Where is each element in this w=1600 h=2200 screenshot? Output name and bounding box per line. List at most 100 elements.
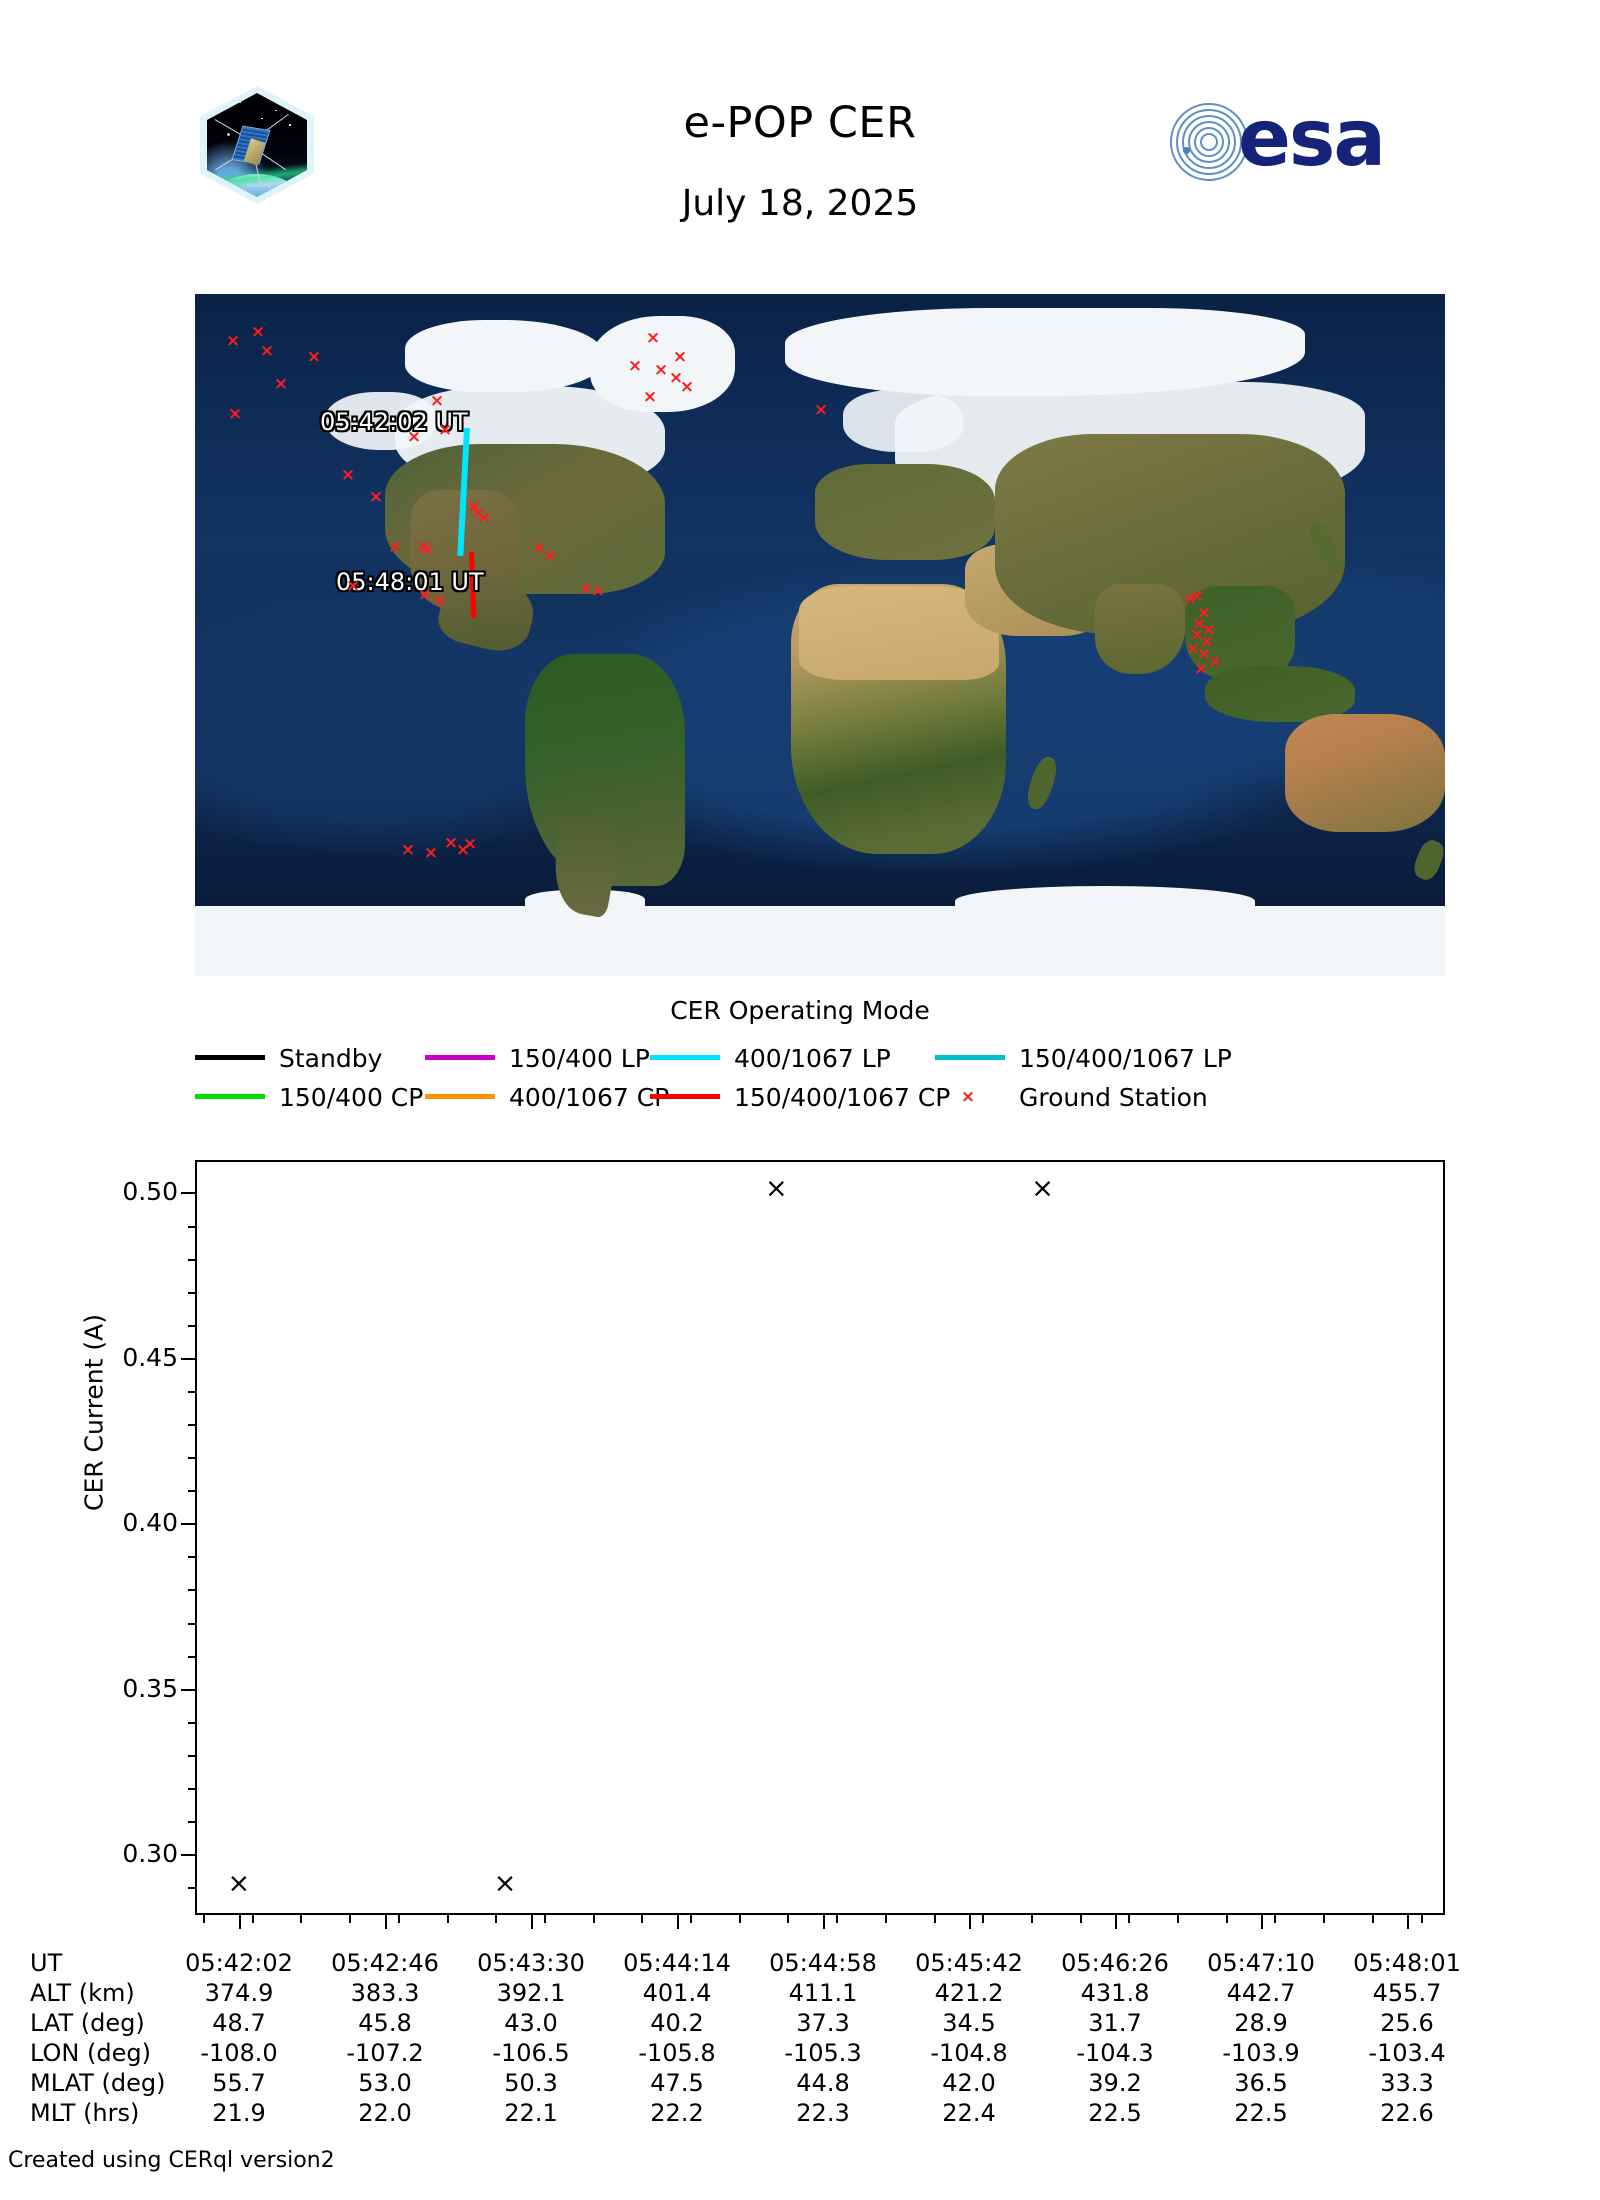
x-axis-minor-tick [1323,1915,1326,1923]
data-point-marker: × [764,1173,788,1205]
antarctica [195,906,1445,976]
legend-item-label: 150/400/1067 CP [734,1083,951,1112]
y-axis-minor-tick [188,1424,195,1427]
table-cell: -106.5 [492,2039,570,2067]
table-row: ALT (km) 374.9 383.3 392.1 401.4 411.1 421.2 43… [0,1978,1600,2008]
legend-item-label: Ground Station [1019,1083,1208,1112]
table-cell: 50.3 [504,2069,558,2097]
ground-station-marker: × [225,330,241,351]
ground-station-marker: × [259,340,275,361]
x-axis-tick [385,1915,387,1929]
india [1095,584,1185,674]
y-axis-minor-tick [188,1754,195,1757]
table-cell: 05:44:58 [769,1949,877,1977]
legend-color-swatch [195,1094,265,1099]
y-axis-minor-tick [188,1556,195,1559]
operating-mode-legend: Standby 150/400 LP 400/1067 LP 150/400/1067… [195,1040,1445,1114]
ground-station-marker: × [423,842,439,863]
legend-color-swatch [425,1094,495,1099]
table-cell: 21.9 [212,2099,266,2127]
table-row: LAT (deg) 48.7 45.8 43.0 40.2 37.3 34.5 31.7 28.… [0,2008,1600,2038]
x-axis-minor-tick [1128,1915,1131,1923]
x-axis-minor-tick [251,1915,254,1923]
cer-current-plot [195,1160,1445,1915]
legend-title: CER Operating Mode [670,996,930,1025]
x-axis-tick [677,1915,679,1929]
table-row: UT 05:42:02 05:42:46 05:43:30 05:44:14 05:44:… [0,1948,1600,1978]
table-cell: 401.4 [642,1979,712,2007]
x-axis-minor-tick [738,1915,741,1923]
ground-station-marker: × [429,390,445,411]
x-axis-minor-tick [1420,1915,1423,1923]
x-axis-minor-tick [1030,1915,1033,1923]
table-cell: 40.2 [650,2009,704,2037]
table-cell: 22.4 [942,2099,996,2127]
legend-item-label: 400/1067 CP [509,1083,670,1112]
track-end-time-label: 05:48:01 UT [336,568,484,596]
ground-station-marker: × [432,590,448,611]
ground-station-marker: × [1207,651,1223,672]
ground-station-marker: × [470,502,486,523]
y-axis-minor-tick [188,1589,195,1592]
logo-caption: CASSIOPE [242,183,272,189]
y-axis-tick-label: 0.35 [122,1673,178,1703]
legend-row: 150/400 CP 400/1067 CP 150/400/1067 CP × Gro… [195,1079,1445,1116]
table-cell: 47.5 [650,2069,704,2097]
legend-row: Standby 150/400 LP 400/1067 LP 150/400/1067… [195,1040,1445,1077]
y-axis-minor-tick [188,1390,195,1393]
table-cell: 22.2 [650,2099,704,2127]
y-axis-tick [181,1357,195,1360]
table-row-label: UT [30,1949,63,1977]
table-cell: 25.6 [1380,2009,1434,2037]
table-cell: -103.9 [1222,2039,1300,2067]
esa-swirl-icon [1168,101,1252,183]
ground-station-marker: × [1199,631,1215,652]
table-cell: 37.3 [796,2009,850,2037]
ground-station-marker: × [1189,624,1205,645]
ground-station-marker: × [462,833,478,854]
x-axis-minor-tick [787,1915,790,1923]
x-axis-minor-tick [495,1915,498,1923]
legend-item-label: 400/1067 LP [734,1044,891,1073]
x-axis-minor-tick [397,1915,400,1923]
x-axis-tick [1261,1915,1263,1929]
y-axis-minor-tick [188,1225,195,1228]
table-row: MLAT (deg) 55.7 53.0 50.3 47.5 44.8 42.0 39.2 36… [0,2068,1600,2098]
ground-station-marker: × [645,327,661,348]
table-cell: 374.9 [204,1979,274,2007]
ground-station-marker: × [443,832,459,853]
x-axis-minor-tick [1225,1915,1228,1923]
y-axis-tick-label: 0.45 [122,1342,178,1372]
table-cell: 05:42:46 [331,1949,439,1977]
legend-color-swatch [650,1055,720,1060]
ground-station-marker: × [437,419,453,440]
table-cell: 05:42:02 [185,1949,293,1977]
arctic-siberia-ice [785,308,1305,396]
x-axis-minor-tick [690,1915,692,1923]
y-axis-minor-tick [188,1721,195,1724]
y-axis-tick-label: 0.50 [122,1177,178,1207]
table-cell: -104.3 [1076,2039,1154,2067]
y-axis-minor-tick [188,1787,195,1790]
y-axis-minor-tick [188,1258,195,1261]
legend-item-label: Standby [279,1044,383,1073]
x-axis-minor-tick [349,1915,352,1923]
x-axis-minor-tick [884,1915,887,1923]
ground-station-marker: × [1196,643,1212,664]
ground-station-marker: × [1191,613,1207,634]
ground-station-marker: × [415,536,431,557]
x-axis-minor-tick [592,1915,595,1923]
ground-station-marker: × [250,321,266,342]
table-row: MLT (hrs) 21.9 22.0 22.1 22.2 22.3 22.4 22.5 22.… [0,2098,1600,2128]
esa-wordmark: esa [1238,94,1386,184]
antarctica-bulge [955,886,1255,916]
table-cell: 33.3 [1380,2069,1434,2097]
ground-station-marker: × [368,486,384,507]
table-cell: 421.2 [934,1979,1004,2007]
table-row: LON (deg) -108.0 -107.2 -106.5 -105.8 -105.3 -… [0,2038,1600,2068]
table-cell: 05:48:01 [1353,1949,1461,1977]
ground-station-marker: × [306,346,322,367]
x-axis-minor-tick [1274,1915,1277,1923]
table-cell: 05:46:26 [1061,1949,1169,1977]
ground-station-marker: × [419,539,435,560]
